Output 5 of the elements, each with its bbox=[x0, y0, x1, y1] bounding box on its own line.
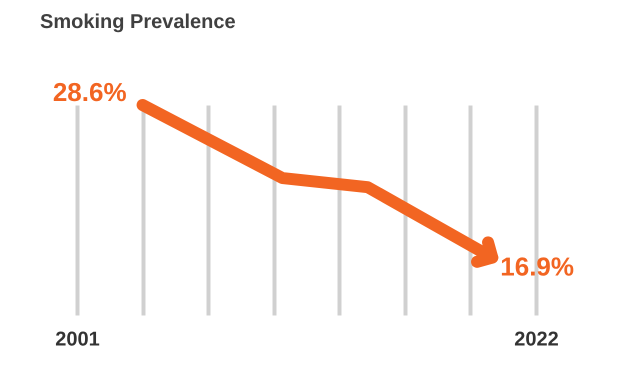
data-label: 28.6% bbox=[52, 77, 127, 107]
x-tick-label: 2022 bbox=[514, 328, 559, 350]
chart-title: Smoking Prevalence bbox=[40, 11, 236, 33]
data-label: 16.9% bbox=[500, 252, 574, 282]
x-tick-label: 2001 bbox=[55, 328, 100, 350]
